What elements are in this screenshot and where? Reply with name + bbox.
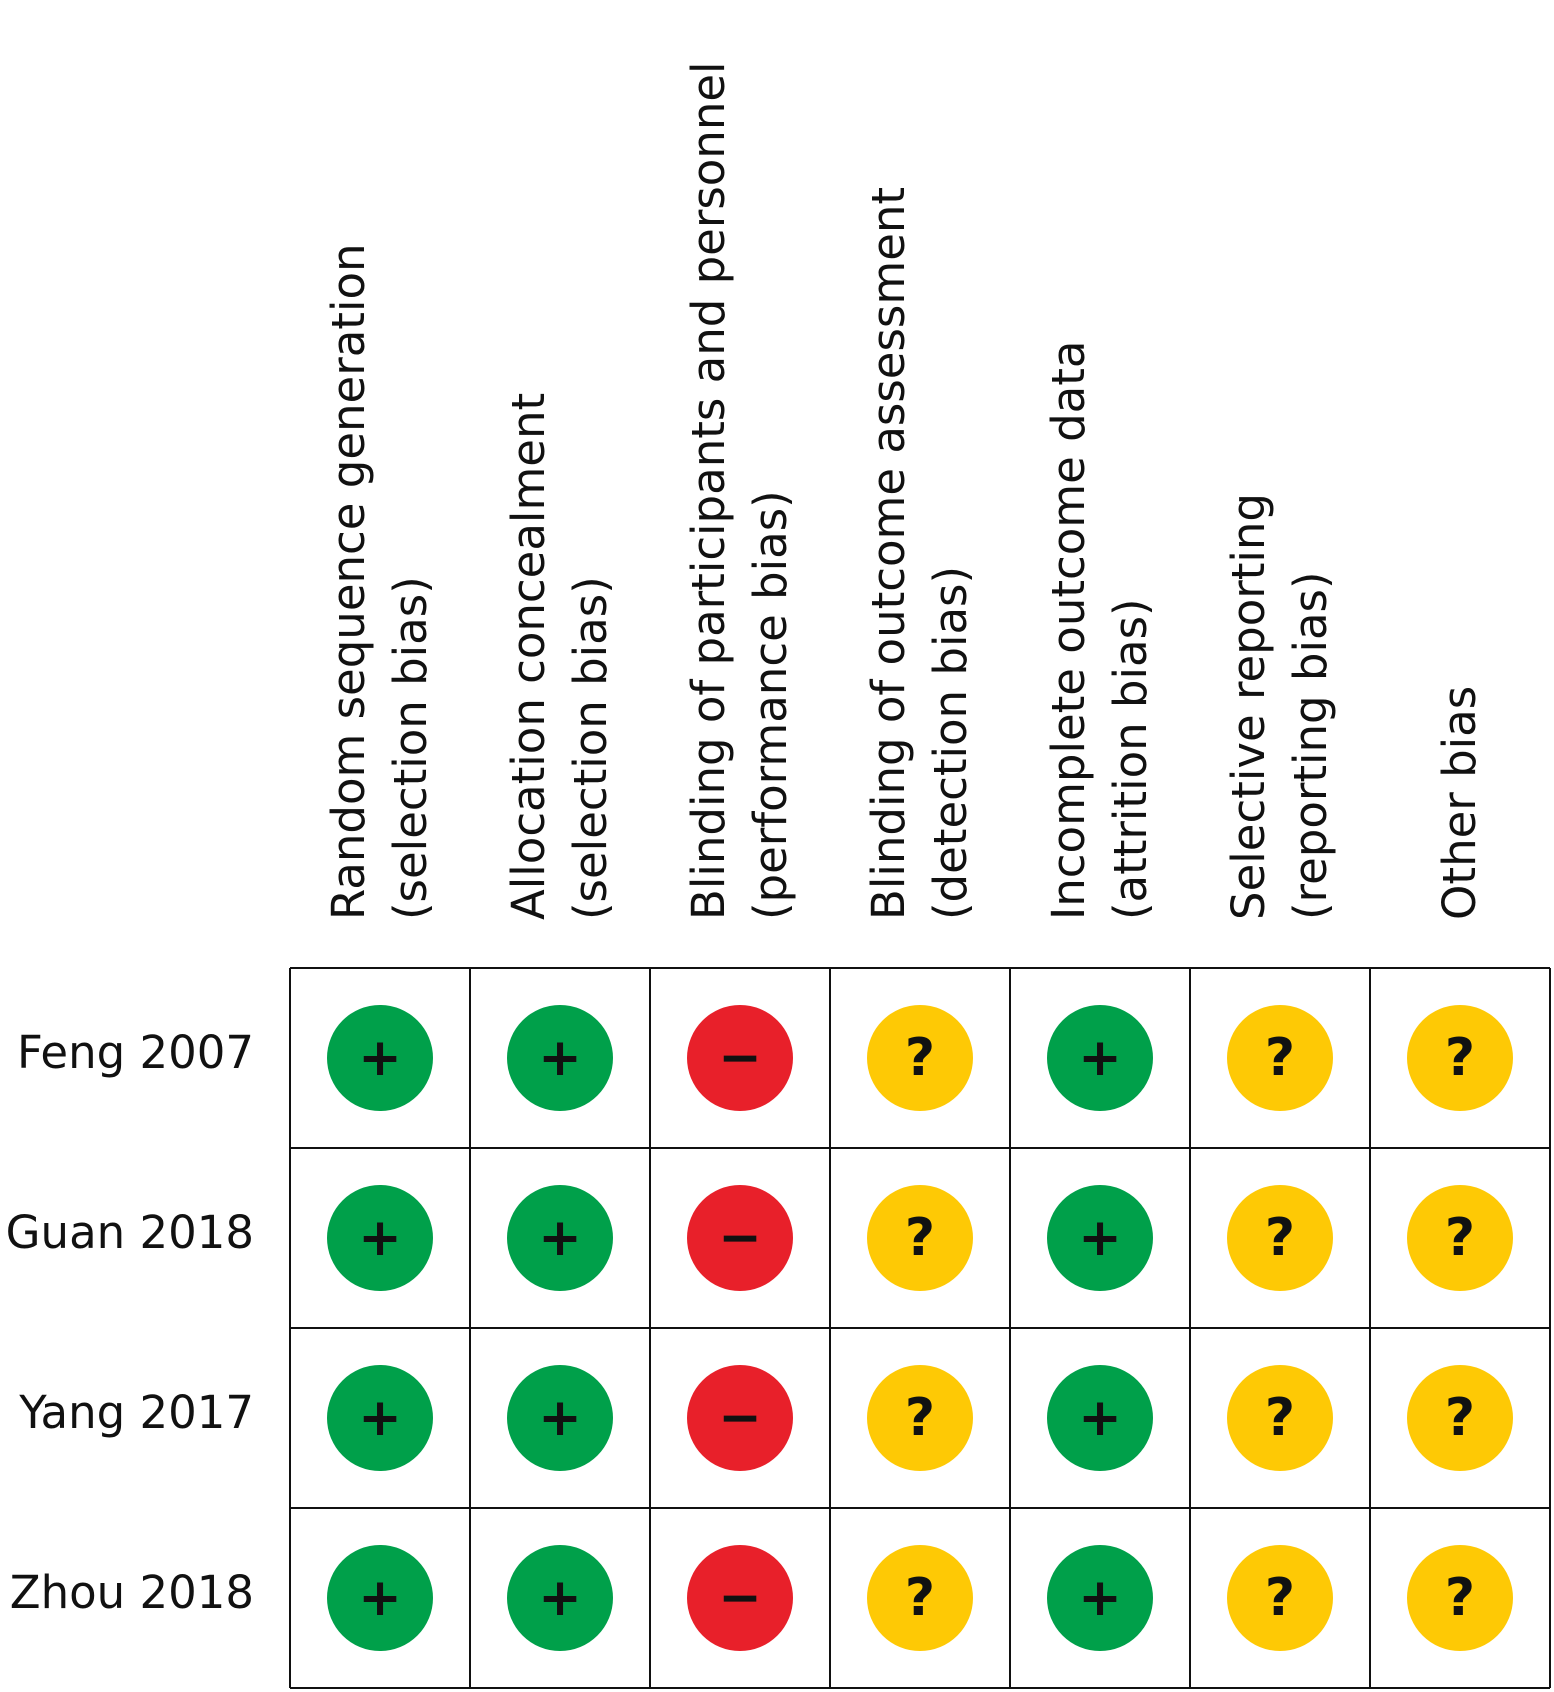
judgement-unclear-risk-marker: ? [1227, 1545, 1333, 1651]
judgement-unclear-risk-marker: ? [1227, 1185, 1333, 1291]
judgement-unclear-risk-marker: ? [1227, 1005, 1333, 1111]
judgement-symbol: + [1078, 1028, 1122, 1088]
judgement-circle [687, 1005, 793, 1111]
judgement-symbol: ? [1265, 1568, 1295, 1628]
judgement-symbol: − [718, 1388, 762, 1448]
judgement-circle [507, 1545, 613, 1651]
judgement-circle [1227, 1185, 1333, 1291]
judgement-circle [1407, 1005, 1513, 1111]
judgement-symbol: ? [1445, 1568, 1475, 1628]
judgement-circle [1047, 1365, 1153, 1471]
study-label: Feng 2007 [16, 1026, 254, 1079]
judgement-unclear-risk-marker: ? [867, 1545, 973, 1651]
judgement-circle [1047, 1185, 1153, 1291]
judgement-circle [867, 1185, 973, 1291]
judgement-high-risk-marker: − [687, 1545, 793, 1651]
judgement-low-risk-marker: + [1047, 1185, 1153, 1291]
judgement-symbol: + [538, 1388, 582, 1448]
judgement-symbol: + [538, 1028, 582, 1088]
judgement-circle [867, 1005, 973, 1111]
judgement-unclear-risk-marker: ? [1407, 1005, 1513, 1111]
judgement-circle [507, 1365, 613, 1471]
judgement-symbol: + [538, 1568, 582, 1628]
judgement-unclear-risk-marker: ? [1227, 1365, 1333, 1471]
judgement-symbol: ? [1445, 1028, 1475, 1088]
judgement-symbol: ? [905, 1388, 935, 1448]
judgement-low-risk-marker: + [1047, 1005, 1153, 1111]
judgement-unclear-risk-marker: ? [867, 1005, 973, 1111]
judgement-symbol: ? [905, 1028, 935, 1088]
judgement-circle [1407, 1185, 1513, 1291]
judgement-symbol: − [718, 1208, 762, 1268]
judgement-high-risk-marker: − [687, 1005, 793, 1111]
judgement-unclear-risk-marker: ? [867, 1185, 973, 1291]
judgement-symbol: + [358, 1208, 402, 1268]
judgement-symbol: + [1078, 1208, 1122, 1268]
judgement-symbol: ? [905, 1568, 935, 1628]
judgement-symbol: − [718, 1568, 762, 1628]
judgement-low-risk-marker: + [1047, 1545, 1153, 1651]
judgement-circle [1047, 1545, 1153, 1651]
judgement-circle [1407, 1545, 1513, 1651]
judgement-unclear-risk-marker: ? [1407, 1365, 1513, 1471]
judgement-low-risk-marker: + [327, 1365, 433, 1471]
judgement-symbol: − [718, 1028, 762, 1088]
judgement-low-risk-marker: + [327, 1185, 433, 1291]
judgement-circle [1227, 1365, 1333, 1471]
judgement-symbol: + [1078, 1568, 1122, 1628]
judgement-circle [1047, 1005, 1153, 1111]
judgement-symbol: ? [1265, 1028, 1295, 1088]
judgement-circle [327, 1185, 433, 1291]
judgement-unclear-risk-marker: ? [867, 1365, 973, 1471]
judgement-circle [687, 1185, 793, 1291]
judgement-circle [687, 1365, 793, 1471]
judgement-symbol: + [358, 1568, 402, 1628]
judgement-symbol: + [538, 1208, 582, 1268]
judgement-circle [327, 1545, 433, 1651]
judgement-symbol: ? [1445, 1208, 1475, 1268]
judgement-circle [867, 1365, 973, 1471]
judgement-high-risk-marker: − [687, 1185, 793, 1291]
judgement-low-risk-marker: + [327, 1545, 433, 1651]
judgement-circle [867, 1545, 973, 1651]
study-label: Guan 2018 [5, 1206, 254, 1259]
judgement-circle [1227, 1545, 1333, 1651]
judgement-symbol: + [1078, 1388, 1122, 1448]
judgement-circle [507, 1185, 613, 1291]
judgement-low-risk-marker: + [507, 1005, 613, 1111]
judgement-circle [1227, 1005, 1333, 1111]
judgement-symbol: ? [905, 1208, 935, 1268]
judgement-unclear-risk-marker: ? [1407, 1185, 1513, 1291]
judgement-unclear-risk-marker: ? [1407, 1545, 1513, 1651]
judgement-circle [1407, 1365, 1513, 1471]
study-label: Yang 2017 [19, 1386, 254, 1439]
study-label: Zhou 2018 [9, 1566, 254, 1619]
judgement-symbol: ? [1445, 1388, 1475, 1448]
judgement-symbol: + [358, 1388, 402, 1448]
judgement-symbol: ? [1265, 1208, 1295, 1268]
judgement-circle [507, 1005, 613, 1111]
judgement-low-risk-marker: + [507, 1185, 613, 1291]
judgement-high-risk-marker: − [687, 1365, 793, 1471]
judgement-circle [327, 1005, 433, 1111]
judgement-low-risk-marker: + [327, 1005, 433, 1111]
judgement-circle [687, 1545, 793, 1651]
judgement-circle [327, 1365, 433, 1471]
judgement-low-risk-marker: + [1047, 1365, 1153, 1471]
judgement-symbol: ? [1265, 1388, 1295, 1448]
judgement-low-risk-marker: + [507, 1545, 613, 1651]
judgement-symbol: + [358, 1028, 402, 1088]
judgement-low-risk-marker: + [507, 1365, 613, 1471]
